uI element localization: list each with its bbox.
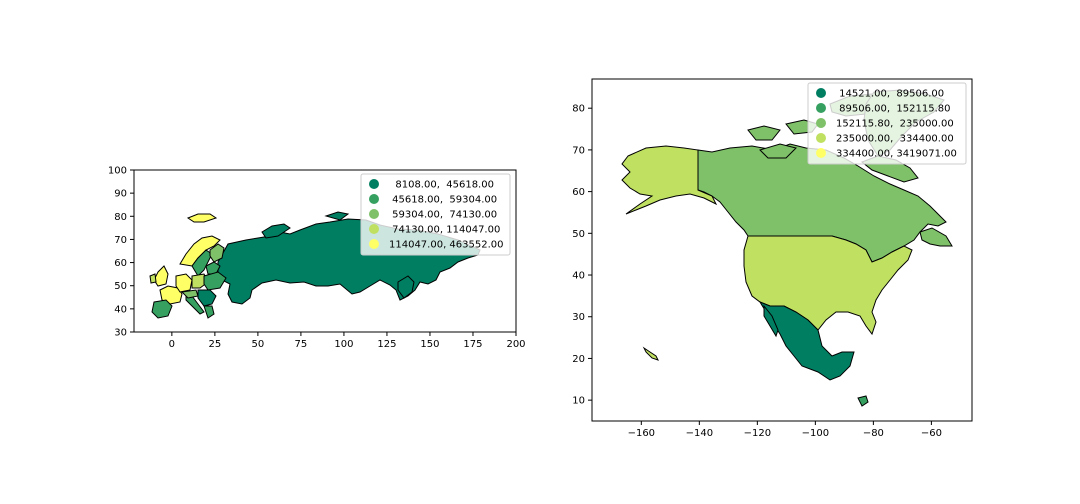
north-america-ytick-label: 10 <box>572 396 585 407</box>
eurasia-ytick-label: 50 <box>114 281 127 292</box>
north-america-xtick-label: −80 <box>863 428 884 439</box>
north-america-legend-marker <box>816 133 826 143</box>
eurasia-legend: 8108.00, 45618.00 45618.00, 59304.00 593… <box>360 173 511 256</box>
eurasia-legend-marker <box>369 239 379 249</box>
north-america-legend-marker <box>816 118 826 128</box>
north-america-legend-marker <box>816 88 826 98</box>
north-america-legend-label: 235000.00, 334400.00 <box>836 134 954 145</box>
eurasia-legend-label: 74130.00, 114047.00 <box>389 225 500 236</box>
north-america-ytick-label: 40 <box>572 271 585 282</box>
region-cuba <box>857 395 869 407</box>
eurasia-xtick-label: 175 <box>463 339 482 350</box>
region-finland <box>209 243 225 263</box>
north-america-ytick-label: 80 <box>572 104 585 115</box>
north-america-ytick-label: 60 <box>572 187 585 198</box>
region-canada-east <box>919 227 953 247</box>
eurasia-legend-frame <box>360 173 511 256</box>
eurasia-legend-label: 59304.00, 74130.00 <box>389 210 497 221</box>
north-america-legend-label: 14521.00, 89506.00 <box>836 89 944 100</box>
eurasia-xtick-label: 25 <box>209 339 222 350</box>
region-baja <box>763 304 779 338</box>
region-ukraine <box>203 271 227 291</box>
region-hawaii <box>642 346 659 361</box>
eurasia-ytick-label: 80 <box>114 212 127 223</box>
eurasia-legend-marker <box>369 179 379 189</box>
north-america-ytick-label: 50 <box>572 229 585 240</box>
north-america-legend: 14521.00, 89506.00 89506.00, 152115.80 15… <box>807 82 967 165</box>
region-germany <box>175 273 193 293</box>
eurasia-xtick-label: 150 <box>420 339 439 350</box>
north-america-xtick-label: −120 <box>744 428 771 439</box>
north-america-ticks: −160 −140 −120 −100 −80 −60 10 20 30 40 50 60 70 80 <box>572 104 942 439</box>
region-central-europe <box>180 289 199 299</box>
eurasia-axes: 0 25 50 75 100 125 150 175 20030405060708090100 … <box>108 166 526 351</box>
north-america-xtick-label: −100 <box>802 428 829 439</box>
eurasia-legend-label: 45618.00, 59304.00 <box>389 195 497 206</box>
north-america-legend-label: 152115.80, 235000.00 <box>836 119 954 130</box>
north-america-ytick-label: 20 <box>572 354 585 365</box>
eurasia-xtick-label: 0 <box>169 339 175 350</box>
eurasia-legend-marker <box>369 224 379 234</box>
region-alaska <box>621 145 718 215</box>
region-baltic <box>205 261 221 275</box>
north-america-xtick-label: −140 <box>686 428 713 439</box>
region-iberia <box>151 299 173 319</box>
region-svalbard <box>186 213 218 223</box>
eurasia-ytick-label: 60 <box>114 258 127 269</box>
eurasia-legend-label: 8108.00, 45618.00 <box>389 180 494 191</box>
region-canada-arctic-3 <box>759 143 797 159</box>
eurasia-ytick-label: 40 <box>114 304 127 315</box>
eurasia-xtick-label: 75 <box>295 339 308 350</box>
north-america-axes: −160 −140 −120 −100 −80 −60 10 20 30 40 50 60 70 80 1… <box>572 78 973 439</box>
eurasia-xtick-label: 125 <box>377 339 396 350</box>
eurasia-xtick-label: 50 <box>252 339 265 350</box>
north-america-ytick-label: 70 <box>572 145 585 156</box>
north-america-ytick-label: 30 <box>572 312 585 323</box>
eurasia-ticks: 0 25 50 75 100 125 150 175 200 30 40 50 60 70 80 90 100 <box>108 166 526 351</box>
region-canada-arctic-1 <box>747 125 781 141</box>
north-america-legend-label: 334400.00, 3419071.00 <box>836 149 957 160</box>
region-greece <box>203 305 215 319</box>
eurasia-xtick-label: 100 <box>334 339 353 350</box>
eurasia-ytick-label: 30 <box>114 328 127 339</box>
region-mexico <box>758 300 855 381</box>
region-novaya-zemlya <box>261 223 291 239</box>
north-america-legend-marker <box>816 148 826 158</box>
north-america-xtick-label: −60 <box>921 428 942 439</box>
region-severnaya <box>324 211 350 221</box>
north-america-xtick-label: −160 <box>628 428 655 439</box>
north-america-legend-marker <box>816 103 826 113</box>
north-america-legend-label: 89506.00, 152115.80 <box>836 104 951 115</box>
eurasia-legend-label: 114047.00, 463552.00 <box>389 240 504 251</box>
region-kamchatka <box>397 275 415 299</box>
eurasia-ytick-label: 90 <box>114 189 127 200</box>
eurasia-ytick-label: 70 <box>114 235 127 246</box>
region-balkans <box>197 289 217 307</box>
region-ireland <box>149 273 157 284</box>
eurasia-legend-marker <box>369 209 379 219</box>
eurasia-xtick-label: 200 <box>506 339 525 350</box>
north-america-legend-frame <box>807 82 967 165</box>
eurasia-ytick-label: 100 <box>108 166 127 177</box>
eurasia-legend-marker <box>369 194 379 204</box>
